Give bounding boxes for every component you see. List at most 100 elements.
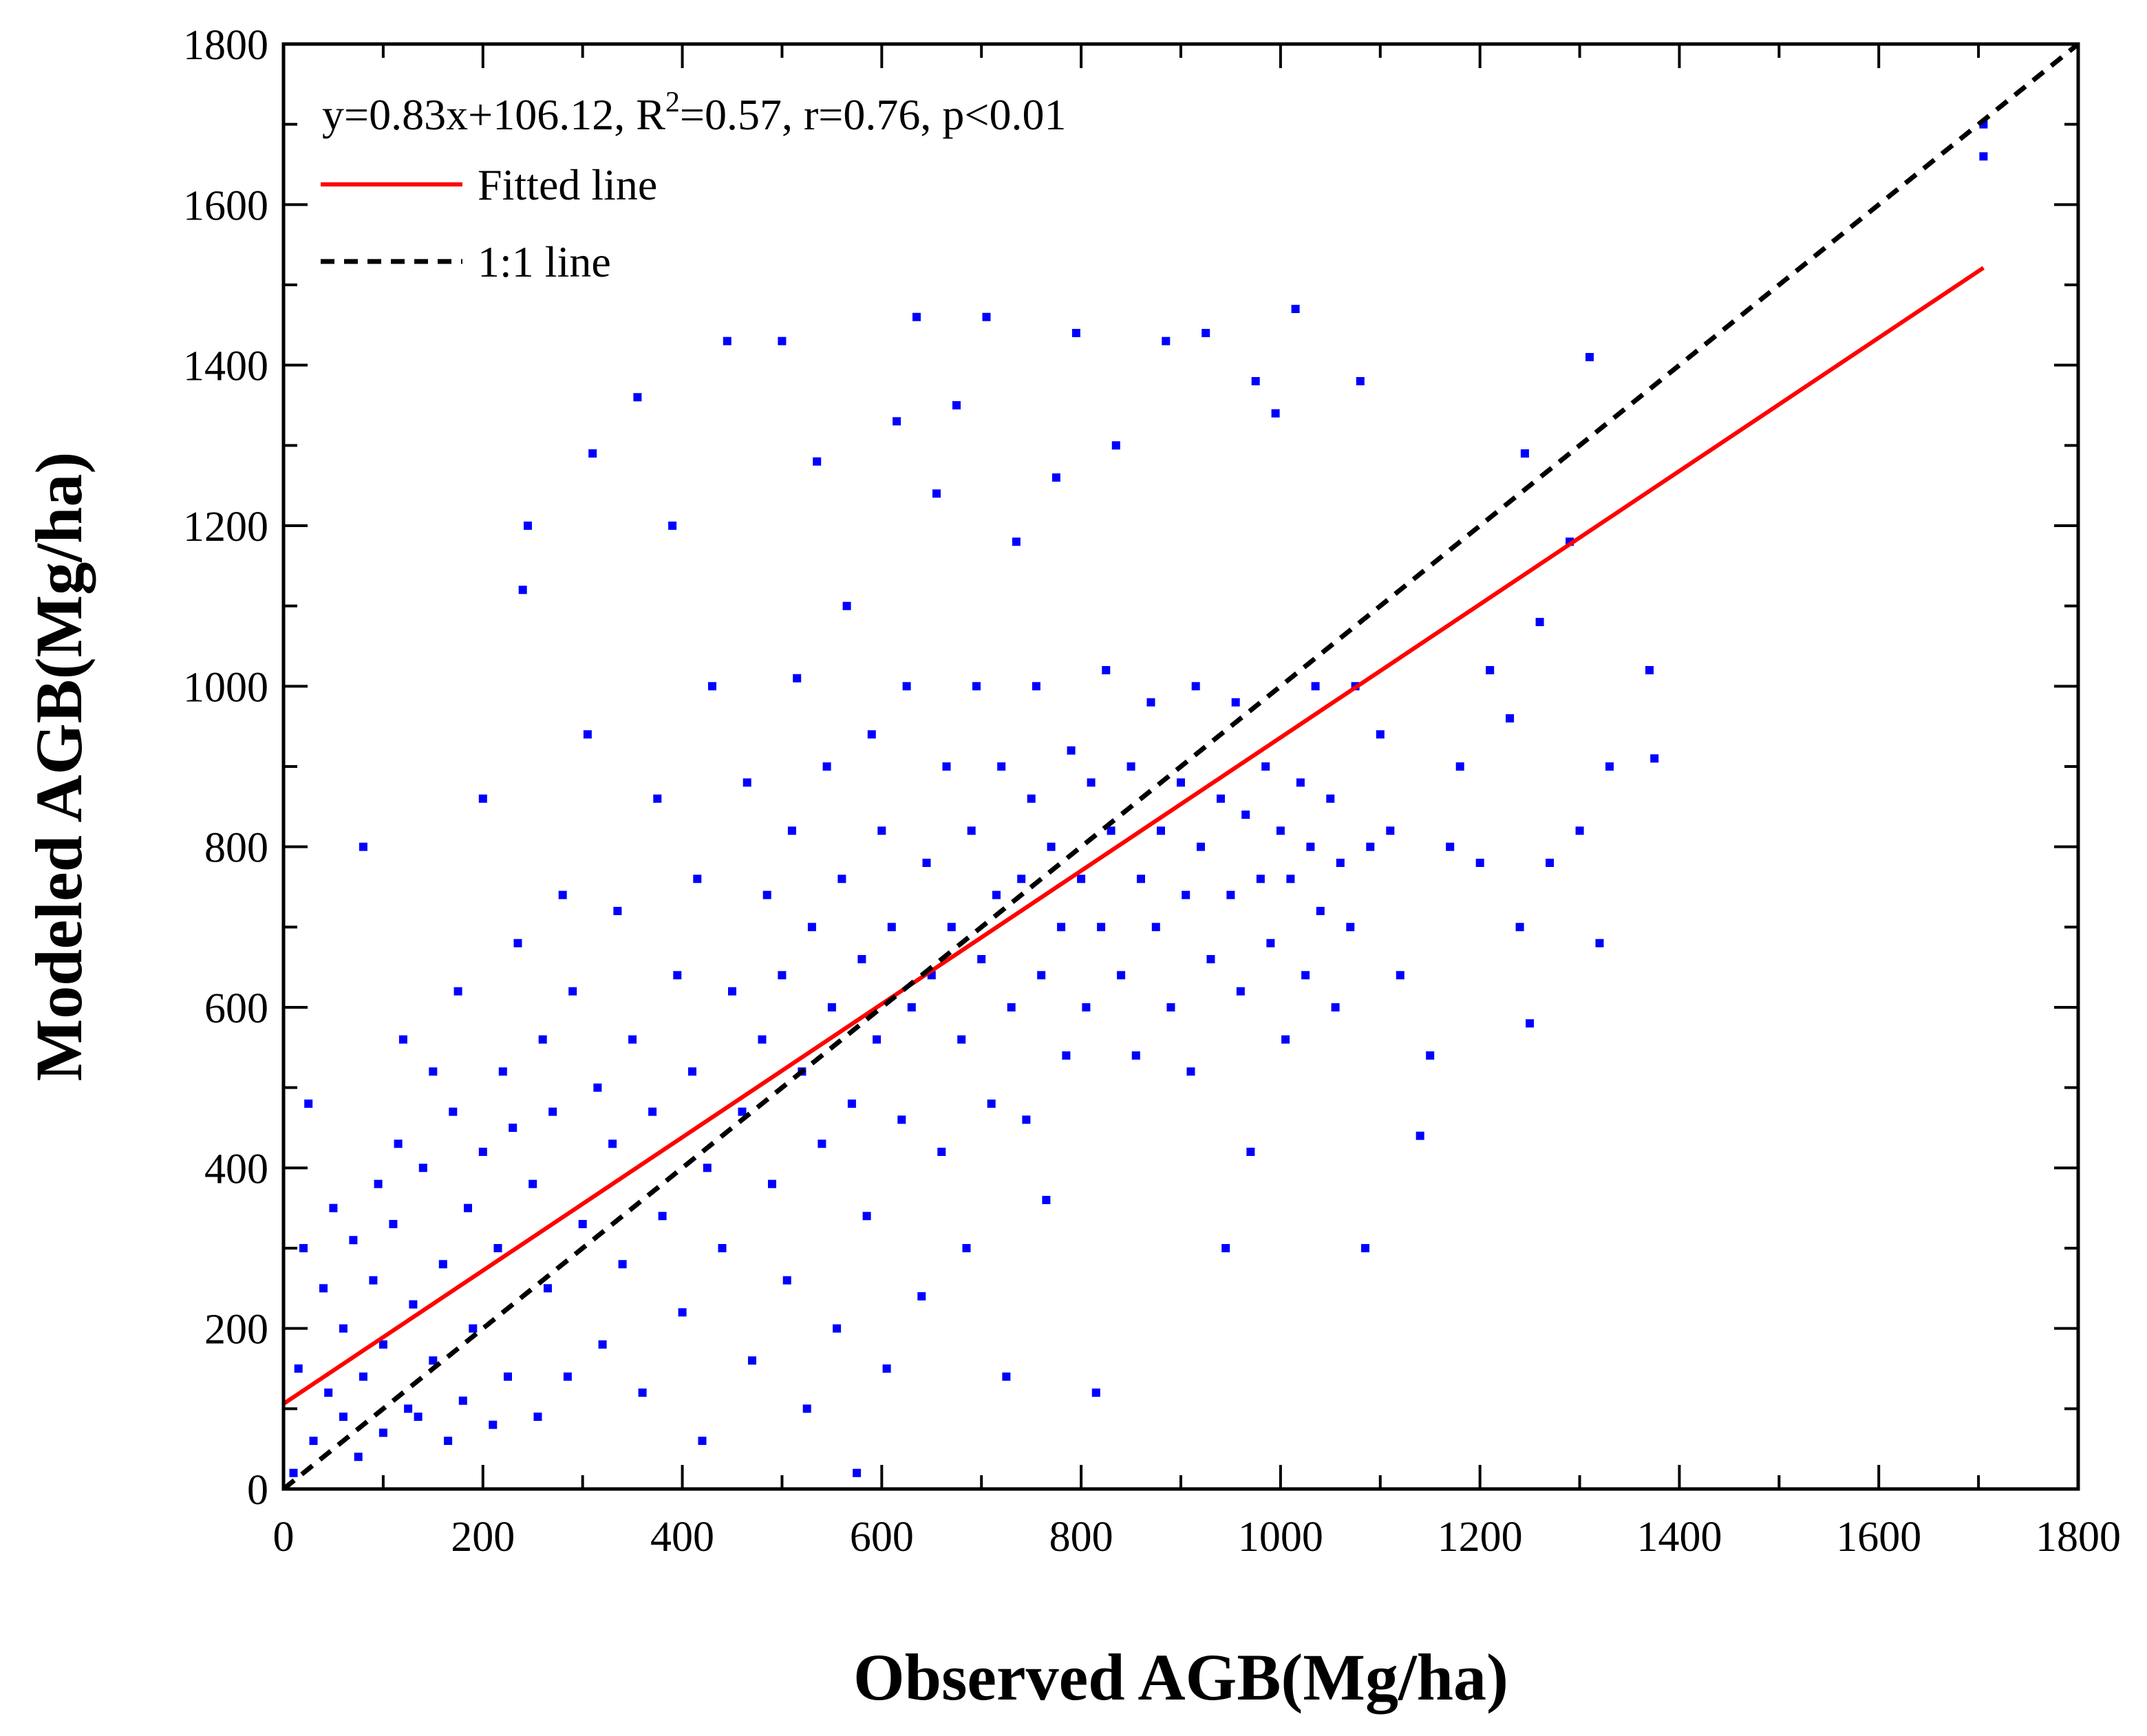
data-point-42 (518, 586, 527, 594)
data-point-133 (1022, 1115, 1031, 1124)
data-point-63 (648, 1107, 657, 1116)
data-point-183 (1291, 305, 1300, 313)
data-point-19 (394, 1139, 403, 1148)
data-point-168 (1217, 794, 1225, 803)
equation-suffix: =0.57, r=0.76, p<0.01 (680, 90, 1067, 139)
data-point-24 (418, 1164, 427, 1172)
data-point-15 (374, 1179, 383, 1188)
data-point-186 (1306, 842, 1315, 851)
data-point-216 (1605, 762, 1614, 771)
legend-identity-label: 1:1 line (478, 237, 611, 286)
data-point-184 (1296, 778, 1305, 787)
y-tick-label: 1600 (183, 182, 268, 229)
data-point-79 (748, 1356, 756, 1365)
data-point-162 (1182, 890, 1190, 899)
data-point-47 (544, 1284, 552, 1293)
data-point-93 (822, 762, 831, 771)
data-point-173 (1241, 811, 1250, 819)
data-point-110 (907, 1003, 916, 1011)
data-point-89 (802, 1404, 811, 1413)
x-tick-label: 200 (451, 1514, 515, 1561)
data-point-201 (1426, 1051, 1435, 1060)
data-point-64 (653, 794, 662, 803)
data-point-41 (513, 939, 522, 947)
data-point-21 (404, 1404, 413, 1413)
data-point-141 (1062, 1051, 1071, 1060)
data-point-148 (1097, 923, 1106, 932)
x-tick-label: 1800 (2036, 1514, 2121, 1561)
data-point-46 (538, 1035, 547, 1044)
data-point-36 (489, 1420, 498, 1429)
data-point-209 (1526, 1019, 1535, 1028)
data-point-73 (708, 682, 716, 691)
data-point-59 (618, 1260, 627, 1269)
data-point-85 (782, 1276, 791, 1285)
data-point-74 (718, 1244, 727, 1252)
x-axis-title: Observed AGB(Mg/ha) (853, 1640, 1508, 1714)
data-point-145 (1082, 1003, 1091, 1011)
data-point-22 (409, 1300, 418, 1309)
data-point-39 (504, 1372, 512, 1381)
data-point-7 (329, 1203, 338, 1212)
data-point-219 (1979, 152, 1988, 161)
data-point-147 (1091, 1389, 1100, 1397)
data-point-181 (1281, 1035, 1290, 1044)
data-point-166 (1201, 329, 1210, 337)
x-tick-label: 1600 (1836, 1514, 1921, 1561)
data-point-167 (1206, 955, 1215, 963)
data-point-126 (987, 1100, 996, 1108)
x-tick-label: 800 (1049, 1514, 1113, 1561)
data-point-122 (967, 826, 976, 835)
y-tick-label: 800 (204, 825, 268, 872)
x-tick-labels: 0 200 400 600 800 1000 1200 1400 1600 1800 (273, 1514, 2122, 1561)
data-point-134 (1027, 794, 1036, 803)
data-point-96 (837, 875, 846, 883)
data-point-121 (962, 1244, 971, 1252)
data-point-138 (1047, 842, 1056, 851)
fitted-line (282, 266, 1985, 1406)
data-point-137 (1042, 1196, 1051, 1204)
data-point-205 (1486, 666, 1495, 674)
data-point-27 (438, 1260, 447, 1269)
data-point-194 (1356, 377, 1365, 385)
data-point-8 (339, 1413, 348, 1421)
data-point-108 (897, 1115, 906, 1124)
data-point-203 (1455, 762, 1464, 771)
data-point-99 (853, 1468, 862, 1477)
data-point-50 (563, 1372, 572, 1381)
equation-prefix: y=0.83x+106.12, R (322, 90, 665, 139)
data-point-18 (389, 1220, 398, 1228)
data-point-130 (1007, 1003, 1016, 1011)
data-point-128 (997, 762, 1006, 771)
data-point-129 (1002, 1372, 1011, 1381)
data-point-103 (873, 1035, 882, 1044)
data-point-151 (1111, 441, 1120, 450)
data-point-187 (1311, 682, 1320, 691)
y-tick-label: 1000 (183, 664, 268, 711)
data-point-38 (498, 1067, 507, 1076)
data-point-218 (1650, 754, 1659, 763)
x-tick-label: 0 (273, 1514, 295, 1561)
data-point-97 (842, 601, 851, 610)
data-point-217 (1645, 666, 1654, 674)
data-point-204 (1475, 859, 1484, 867)
data-point-210 (1535, 618, 1544, 626)
data-point-91 (813, 457, 822, 466)
data-point-100 (857, 955, 866, 963)
data-point-77 (738, 1107, 747, 1116)
data-point-207 (1515, 923, 1524, 932)
data-point-120 (957, 1035, 966, 1044)
data-point-58 (613, 907, 622, 915)
data-point-104 (877, 826, 886, 835)
data-point-123 (972, 682, 981, 691)
data-point-82 (768, 1179, 776, 1188)
data-point-142 (1067, 746, 1076, 755)
data-point-172 (1236, 987, 1245, 996)
y-tick-label: 1400 (183, 343, 268, 390)
data-point-175 (1251, 377, 1260, 385)
y-axis-title: Modeled AGB(Mg/ha) (22, 452, 96, 1082)
data-point-116 (937, 1148, 946, 1156)
identity-line (281, 42, 2080, 1491)
